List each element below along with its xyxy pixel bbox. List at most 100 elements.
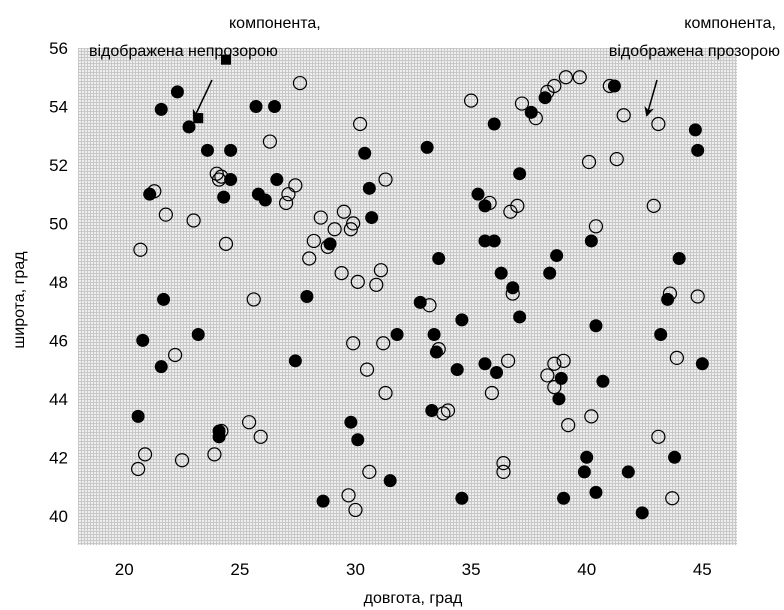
filled-circle-point (580, 450, 594, 464)
open-circle-point (528, 111, 543, 126)
open-circle-point (482, 195, 497, 211)
annotation-arrow-opaque (192, 79, 213, 120)
y-tick-label: 40 (49, 507, 68, 526)
x-tick-label: 30 (346, 560, 365, 579)
filled-circle-point (316, 494, 330, 508)
filled-circle-point (635, 506, 649, 520)
filled-square-point (220, 54, 231, 65)
filled-circle-point (672, 251, 686, 265)
annotation-transparent-line1: компонента, (684, 15, 776, 32)
filled-circle-point (688, 123, 702, 137)
filled-circle-point (513, 167, 527, 181)
open-circle-point (288, 178, 303, 193)
open-circle-point (609, 151, 624, 167)
open-circle-point (346, 336, 361, 351)
filled-circle-point (351, 433, 365, 447)
x-tick-label: 45 (693, 560, 712, 579)
open-circle-point (158, 207, 173, 222)
filled-circle-point (358, 146, 372, 160)
open-circle-point (147, 184, 162, 199)
filled-circle-point (383, 474, 397, 488)
filled-circle-point (455, 313, 469, 327)
open-circle-point (440, 403, 456, 418)
open-circle-point (376, 336, 391, 351)
open-circle-point (131, 461, 146, 477)
filled-circle-point (224, 143, 238, 157)
y-tick-label: 54 (49, 97, 68, 116)
filled-circle-point (191, 328, 205, 342)
y-tick-label: 46 (49, 331, 68, 350)
open-circle-point (484, 385, 499, 401)
filled-circle-point (362, 181, 376, 195)
open-circle-point (602, 78, 617, 94)
open-circle-point (572, 70, 587, 85)
filled-circle-point (420, 140, 434, 154)
filled-circle-point (695, 357, 709, 371)
filled-circle-point (513, 310, 527, 324)
x-axis-label: довгота, град (364, 590, 463, 607)
open-circle-point (207, 447, 222, 462)
y-tick-label: 42 (49, 448, 68, 467)
open-circle-point (350, 274, 365, 289)
filled-circle-point (131, 409, 145, 423)
open-circle-point (616, 108, 631, 123)
open-circle-point (463, 93, 479, 108)
open-circle-point (373, 263, 389, 278)
open-circle-point (588, 219, 604, 234)
x-tick-label: 35 (462, 560, 481, 579)
open-circle-point (209, 166, 224, 181)
filled-circle-point (577, 465, 591, 479)
filled-circle-point (554, 371, 568, 385)
open-circle-point (341, 488, 356, 503)
filled-circle-point (557, 491, 571, 505)
open-circle-point (343, 222, 358, 237)
annotation-transparent-line2: відображена прозорою (609, 43, 780, 60)
filled-circle-point (607, 79, 621, 93)
open-circle-point (211, 172, 227, 187)
open-circle-point (514, 96, 530, 111)
filled-circle-point (487, 234, 501, 248)
filled-circle-point (691, 143, 705, 157)
open-circle-point (279, 195, 294, 211)
filled-circle-point (478, 199, 492, 213)
open-circle-point (302, 251, 317, 266)
open-circle-point (313, 210, 328, 225)
filled-circle-point (589, 485, 603, 499)
open-circle-point (547, 356, 562, 371)
filled-circle-point (258, 193, 272, 207)
open-circle-point (186, 213, 201, 228)
filled-circle-point (596, 374, 610, 388)
open-circle-point (561, 418, 576, 433)
open-circle-point (422, 298, 437, 313)
filled-circle-point (200, 143, 214, 157)
filled-circle-point (654, 328, 668, 342)
filled-circle-point (487, 117, 501, 131)
filled-circle-point (270, 173, 284, 187)
open-circle-point (362, 464, 377, 480)
open-circle-point (651, 116, 666, 132)
annotation-arrow-transparent (644, 79, 658, 117)
y-axis-label: широта, град (11, 251, 28, 349)
open-circle-point (662, 286, 678, 301)
filled-circle-point (344, 415, 358, 429)
open-circle-point (306, 233, 321, 249)
plot-area (78, 48, 737, 545)
axis-ticks: 20 25 30 35 40 45 40 42 44 46 48 50 52 54 56 (49, 39, 712, 579)
open-circle-point (218, 236, 234, 251)
open-circle-point (378, 385, 393, 401)
open-circle-point (133, 242, 148, 257)
open-circle-point (336, 204, 352, 219)
open-circle-point (346, 216, 361, 231)
open-circle-point (359, 362, 375, 377)
open-circle-point (348, 502, 363, 518)
open-circle-point (168, 347, 183, 363)
open-circle-point (558, 70, 573, 85)
y-tick-label: 52 (49, 156, 68, 175)
filled-circle-point (543, 266, 557, 280)
open-circle-point (214, 423, 229, 439)
open-circle-point (253, 429, 268, 444)
filled-circle-point (413, 295, 427, 309)
x-tick-label: 25 (230, 560, 249, 579)
open-circle-point (242, 415, 257, 430)
open-circle-point (281, 187, 296, 202)
